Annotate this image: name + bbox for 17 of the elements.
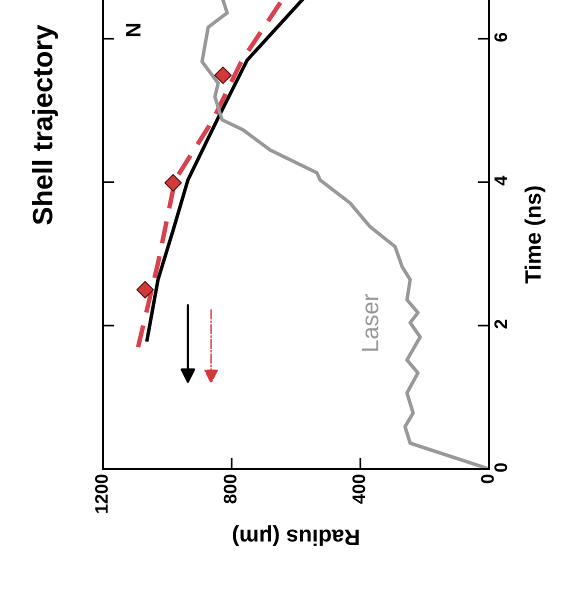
- point: [164, 174, 182, 192]
- line-series: [145, 0, 304, 342]
- x-tick-label: 800: [224, 474, 237, 504]
- point: [136, 280, 154, 298]
- y-tick-label: 6: [494, 32, 508, 42]
- y-tick-label: 0: [494, 463, 508, 472]
- x-tick-label: 0: [481, 474, 494, 484]
- y-tick-label: 4: [494, 176, 507, 186]
- text: Shell trajectory: [32, 24, 58, 225]
- x-axis-title: Radius (μm): [232, 525, 359, 546]
- annotation: N: [126, 24, 140, 36]
- y-axis-title: Time (ns): [524, 186, 546, 284]
- x-tick-label: 400: [352, 474, 366, 504]
- annotation: Laser: [362, 294, 378, 351]
- x-tick-label: 1200: [95, 474, 108, 513]
- y-tick-label: 2: [494, 320, 507, 328]
- point: [214, 66, 232, 84]
